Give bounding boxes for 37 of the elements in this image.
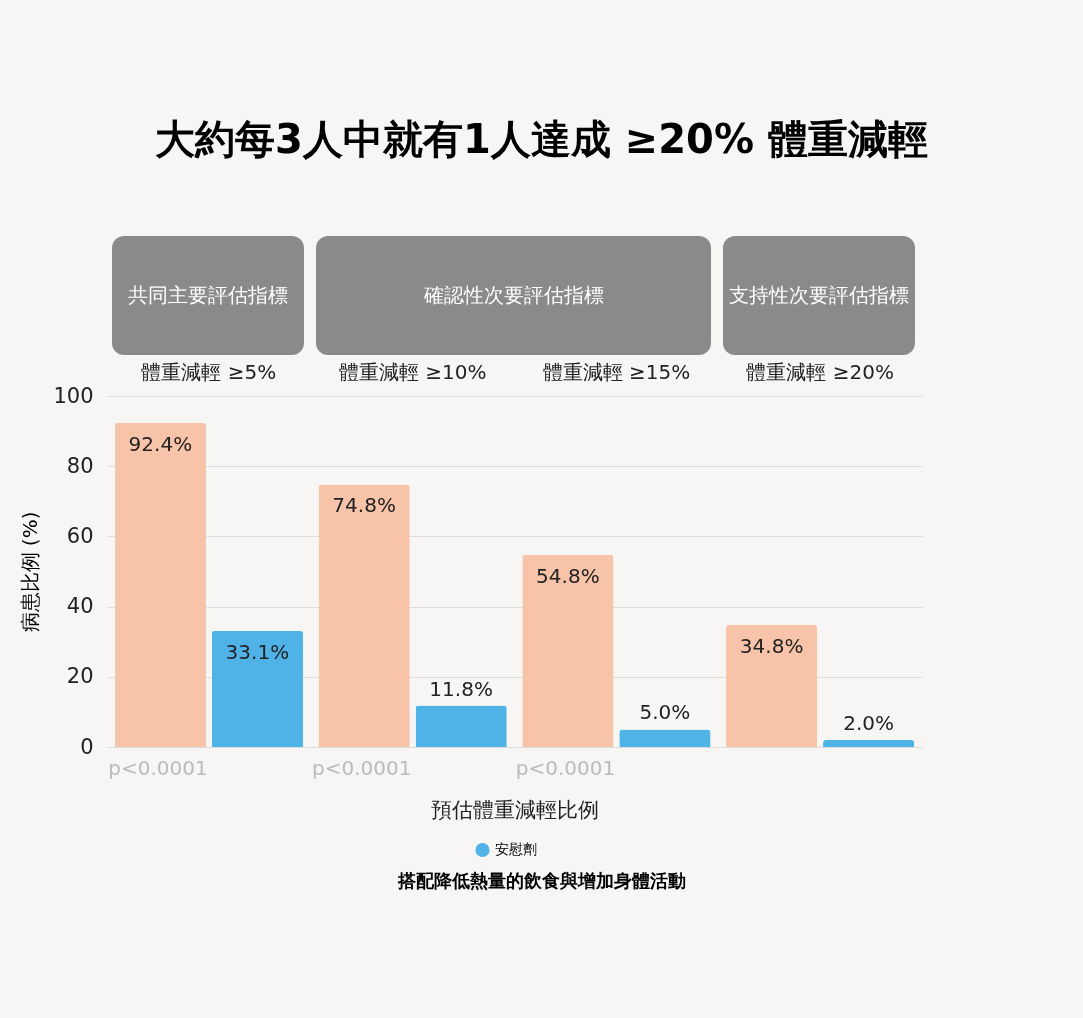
data-label: 2.0% — [843, 710, 895, 735]
data-label: 5.0% — [639, 700, 691, 725]
bar — [823, 739, 915, 747]
y-tick-label: 100 — [53, 383, 94, 408]
text: p<0.0001 — [311, 756, 412, 780]
x-axis-title: 預估體重減輕比例 — [430, 798, 599, 822]
bar — [211, 630, 303, 747]
x-tick-label: 體重減輕 ≥15% — [542, 359, 691, 384]
data-label: 33.1% — [225, 639, 290, 664]
y-tick-label: 40 — [66, 594, 94, 619]
data-label: 34.8% — [739, 633, 804, 658]
bar — [415, 705, 507, 747]
text: 搭配降低熱量的飲食與增加身體活動 — [396, 869, 687, 893]
y-tick-label: 60 — [66, 523, 94, 548]
data-label: 54.8% — [536, 563, 600, 588]
text: 共同主要評估指標 — [112, 236, 304, 355]
text: 支持性次要評估指標 — [723, 236, 915, 355]
x-tick-label: 體重減輕 ≥10% — [338, 359, 487, 384]
legend-label: 安慰劑 — [494, 841, 537, 857]
y-tick-label: 80 — [66, 453, 94, 478]
y-axis-title: 病患比例 (%) — [18, 511, 43, 633]
text: p<0.0001 — [108, 756, 208, 780]
y-tick-label: 20 — [66, 664, 94, 689]
data-label: 11.8% — [429, 676, 493, 701]
data-label: 74.8% — [332, 493, 396, 518]
bar — [619, 729, 711, 747]
chart-title: 大約每3人中就有1人達成 ≥20% 體重減輕 — [154, 115, 929, 164]
bar — [522, 554, 614, 747]
bar — [114, 422, 206, 747]
data-label: 92.4% — [128, 431, 193, 456]
text: p<0.0001 — [515, 756, 616, 780]
y-tick-label: 0 — [80, 734, 94, 759]
x-tick-label: 體重減輕 ≥5% — [141, 359, 277, 384]
text: 確認性次要評估指標 — [315, 236, 712, 355]
bar — [318, 484, 410, 747]
x-tick-label: 體重減輕 ≥20% — [746, 359, 894, 384]
bar — [726, 624, 818, 747]
